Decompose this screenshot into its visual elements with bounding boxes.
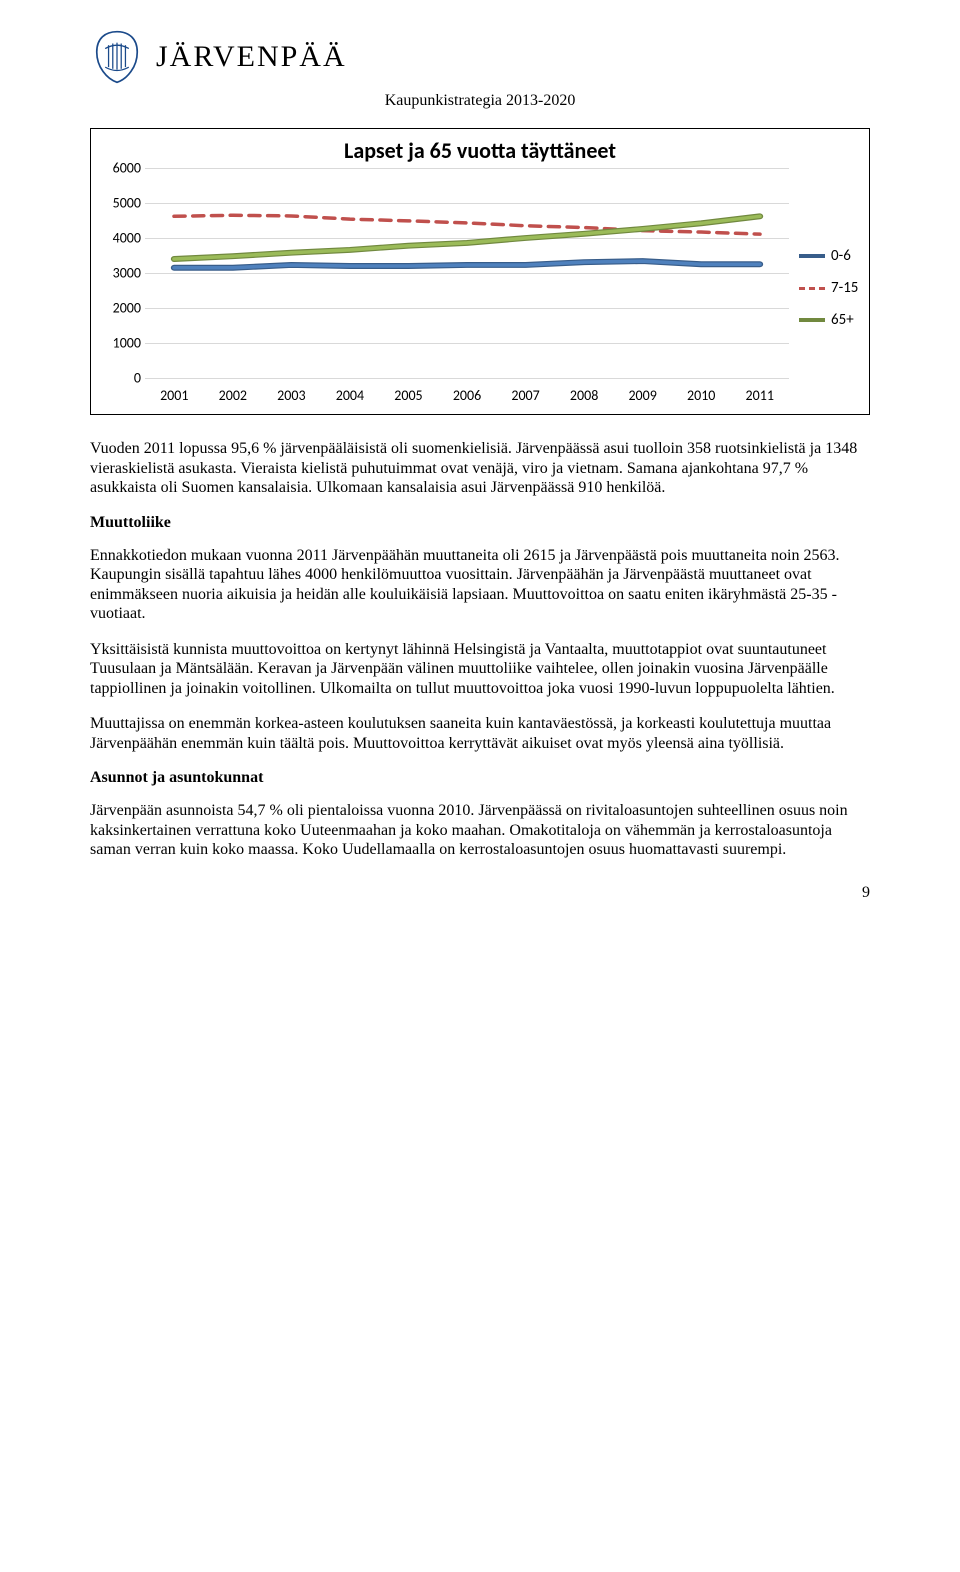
x-axis-label: 2009 xyxy=(613,387,672,404)
x-axis-label: 2006 xyxy=(438,387,497,404)
x-axis-label: 2001 xyxy=(145,387,204,404)
x-axis-label: 2010 xyxy=(672,387,731,404)
legend-label: 65+ xyxy=(831,311,854,329)
x-axis-label: 2002 xyxy=(204,387,263,404)
chart-plot-area: 0100020003000400050006000 20012002200320… xyxy=(101,168,789,408)
legend-swatch xyxy=(799,287,825,290)
y-axis-label: 2000 xyxy=(101,300,141,317)
y-axis-label: 6000 xyxy=(101,160,141,177)
y-axis-label: 1000 xyxy=(101,335,141,352)
city-name: JÄRVENPÄÄ xyxy=(156,40,347,74)
x-axis-label: 2004 xyxy=(321,387,380,404)
page-number: 9 xyxy=(90,884,870,902)
body-text: Vuoden 2011 lopussa 95,6 % järvenpääläis… xyxy=(90,439,870,860)
chart-container: Lapset ja 65 vuotta täyttäneet 0 1000 2000… xyxy=(90,128,870,415)
heading-asunnot: Asunnot ja asuntokunnat xyxy=(90,769,870,787)
x-axis-label: 2003 xyxy=(262,387,321,404)
legend-item: 0-6 xyxy=(799,247,859,265)
paragraph: Ennakkotiedon mukaan vuonna 2011 Järvenp… xyxy=(90,546,870,624)
doc-title: Kaupunkistrategia 2013-2020 xyxy=(90,92,870,110)
x-axis-label: 2007 xyxy=(496,387,555,404)
x-axis-label: 2005 xyxy=(379,387,438,404)
legend-item: 7-15 xyxy=(799,279,859,297)
legend-swatch xyxy=(799,318,825,322)
y-axis-label: 3000 xyxy=(101,265,141,282)
city-logo xyxy=(90,30,144,84)
page-header: JÄRVENPÄÄ xyxy=(90,30,870,84)
y-axis-label: 5000 xyxy=(101,195,141,212)
chart-legend: 0-6 7-15 65+ xyxy=(799,168,859,408)
legend-swatch xyxy=(799,254,825,258)
paragraph: Järvenpään asunnoista 54,7 % oli piental… xyxy=(90,801,870,860)
heading-muuttoliike: Muuttoliike xyxy=(90,514,870,532)
legend-label: 7-15 xyxy=(831,279,858,297)
paragraph: Yksittäisistä kunnista muuttovoittoa on … xyxy=(90,640,870,699)
x-axis-label: 2011 xyxy=(730,387,789,404)
x-axis-label: 2008 xyxy=(555,387,614,404)
y-axis-label: 4000 xyxy=(101,230,141,247)
chart-title: Lapset ja 65 vuotta täyttäneet xyxy=(101,137,859,164)
legend-item: 65+ xyxy=(799,311,859,329)
gridline xyxy=(145,378,789,379)
paragraph: Vuoden 2011 lopussa 95,6 % järvenpääläis… xyxy=(90,439,870,498)
legend-label: 0-6 xyxy=(831,247,851,265)
paragraph: Muuttajissa on enemmän korkea-asteen kou… xyxy=(90,714,870,753)
y-axis-label: 0 xyxy=(101,370,141,387)
